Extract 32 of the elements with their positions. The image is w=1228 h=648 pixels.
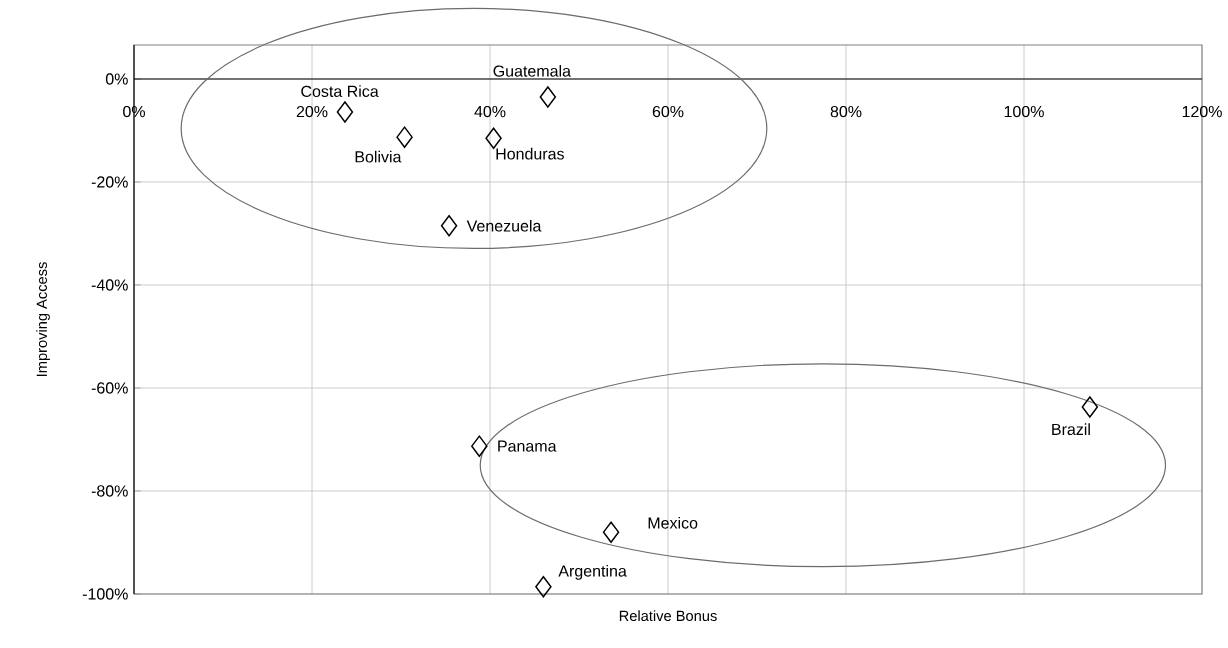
x-tick-label: 40% (474, 105, 506, 118)
point (396, 126, 413, 148)
point (535, 576, 552, 598)
annotation: Brazil (1052, 423, 1090, 436)
point (471, 435, 488, 457)
point (336, 101, 354, 123)
y-tick-label: -20% (91, 176, 128, 188)
annotation: Honduras (496, 147, 564, 160)
x-tick-label: 60% (652, 105, 684, 118)
annotation: Bolivia (355, 150, 402, 163)
point (1081, 396, 1099, 418)
annotation: Argentina (558, 564, 627, 580)
point (539, 86, 557, 108)
point (440, 215, 458, 237)
x-axis-title: Relative Bonus (619, 610, 717, 622)
y-tick-label: 0% (105, 73, 128, 85)
x-tick-label: 20% (296, 105, 328, 118)
point (485, 127, 502, 149)
x-tick-label: 120% (1182, 105, 1222, 118)
y-axis-title: Improving Access (36, 262, 50, 376)
annotation: Panama (498, 440, 557, 452)
y-tick-label: -60% (91, 382, 128, 394)
annotation: Venezuela (466, 219, 542, 232)
y-tick-label: -80% (91, 485, 128, 497)
x-tick-label: 80% (830, 105, 862, 118)
point (602, 521, 620, 543)
y-tick-label: -40% (91, 279, 128, 291)
y-tick-label: -100% (82, 588, 128, 600)
annotation: Mexico (648, 516, 698, 529)
x-tick-label: 100% (1004, 105, 1044, 118)
annotation: Costa Rica (301, 85, 379, 97)
annotation: Guatemala (493, 65, 571, 77)
